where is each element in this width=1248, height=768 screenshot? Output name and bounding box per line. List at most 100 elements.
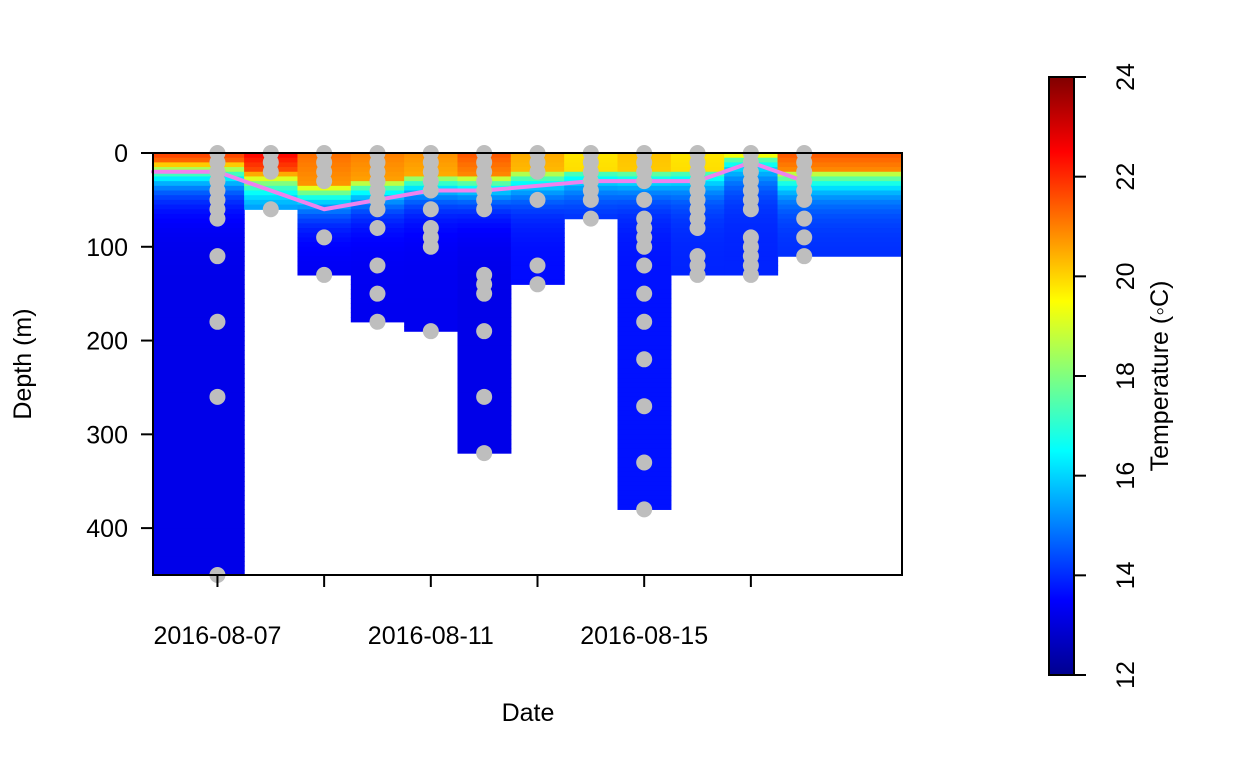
sample-point: [636, 398, 653, 415]
temperature-cell: [777, 228, 903, 234]
sample-point: [742, 201, 759, 218]
temperature-cell: [617, 448, 672, 454]
sample-point: [636, 173, 653, 190]
y-tick-label: 200: [86, 328, 128, 356]
temperature-cell: [617, 307, 672, 314]
temperature-cell: [297, 218, 352, 224]
temperature-cell: [457, 373, 512, 379]
temperature-cell: [724, 223, 779, 229]
temperature-cell: [153, 274, 245, 281]
colorbar-tick-label: 18: [1112, 362, 1140, 390]
sample-point: [636, 313, 653, 330]
temperature-cell: [510, 237, 565, 243]
temperature-cell: [153, 218, 245, 224]
temperature-cell: [153, 415, 245, 421]
temperature-cell: [617, 439, 672, 445]
temperature-cell: [617, 378, 672, 384]
sample-point: [476, 445, 493, 462]
temperature-cell: [153, 195, 245, 201]
temperature-cell: [777, 223, 903, 229]
temperature-cell: [153, 246, 245, 253]
sample-point: [209, 313, 226, 330]
sample-point: [796, 210, 813, 227]
temperature-cell: [510, 251, 565, 257]
temperature-cell: [153, 453, 245, 459]
temperature-cell: [153, 424, 245, 431]
temperature-cell: [777, 190, 903, 196]
x-tick-label: 2016-08-07: [154, 622, 282, 650]
temperature-profiles: [153, 153, 903, 576]
temperature-cell: [617, 368, 672, 374]
temperature-cell: [777, 157, 903, 163]
sample-point: [529, 191, 546, 208]
temperature-cell: [153, 518, 245, 525]
temperature-cell: [153, 251, 245, 257]
temperature-cell: [457, 232, 512, 238]
temperature-cell: [153, 523, 245, 529]
y-axis: 0 100 200 300 400: [86, 140, 153, 543]
temperature-cell: [153, 509, 245, 515]
temperature-cell: [457, 354, 512, 360]
temperature-cell: [350, 251, 405, 257]
sample-point: [369, 313, 386, 330]
temperature-cell: [670, 242, 725, 248]
temperature-cell: [404, 303, 459, 309]
temperature-cell: [457, 223, 512, 229]
colorbar-tick-label: 24: [1112, 63, 1140, 91]
sample-point: [369, 257, 386, 274]
temperature-cell: [153, 213, 245, 220]
temperature-cell: [153, 312, 245, 318]
temperature-cell: [153, 265, 245, 271]
temperature-cell: [153, 387, 245, 393]
sample-point: [262, 201, 279, 218]
temperature-cell: [617, 345, 672, 351]
temperature-cell: [404, 288, 459, 295]
temperature-cell: [350, 279, 405, 285]
mixed-layer-depth-line: [151, 160, 807, 212]
profile-column: [777, 153, 903, 257]
temperature-cell: [350, 242, 405, 248]
temperature-cell: [404, 260, 459, 267]
temperature-cell: [617, 340, 672, 346]
temperature-cell: [153, 242, 245, 248]
sample-point: [636, 454, 653, 471]
temperature-cell: [153, 443, 245, 449]
sample-point: [529, 276, 546, 293]
temperature-cell: [350, 303, 405, 309]
temperature-cell: [404, 279, 459, 285]
x-axis: 2016-08-07 2016-08-11 2016-08-15: [154, 575, 752, 650]
temperature-cell: [153, 345, 245, 351]
temperature-cell: [350, 246, 405, 253]
temperature-cell: [297, 256, 352, 262]
x-tick-label: 2016-08-15: [580, 622, 708, 650]
colorbar-tick-label: 22: [1112, 163, 1140, 191]
temperature-cell: [457, 242, 512, 248]
sample-point: [636, 351, 653, 368]
sample-point: [476, 323, 493, 340]
temperature-cell: [510, 246, 565, 253]
temperature-cell: [617, 495, 672, 501]
temperature-cell: [777, 185, 903, 192]
y-tick-label: 100: [86, 234, 128, 262]
temperature-cell: [153, 162, 245, 168]
temperature-cell: [617, 415, 672, 421]
temperature-cell: [153, 429, 245, 435]
temperature-cell: [404, 284, 459, 290]
temperature-cell: [153, 340, 245, 346]
temperature-cell: [153, 279, 245, 285]
temperature-cell: [777, 237, 903, 243]
temperature-cell: [457, 406, 512, 412]
temperature-cell: [153, 321, 245, 328]
temperature-cell: [457, 364, 512, 370]
temperature-cell: [457, 256, 512, 262]
temperature-cell: [153, 490, 245, 496]
temperature-cell: [457, 378, 512, 384]
temperature-cell: [153, 190, 245, 196]
temperature-cell: [153, 373, 245, 379]
sample-point: [422, 238, 439, 255]
temperature-cell: [457, 246, 512, 253]
temperature-cell: [404, 293, 459, 299]
temperature-cell: [617, 279, 672, 285]
sample-point: [529, 163, 546, 180]
sample-point: [796, 248, 813, 265]
